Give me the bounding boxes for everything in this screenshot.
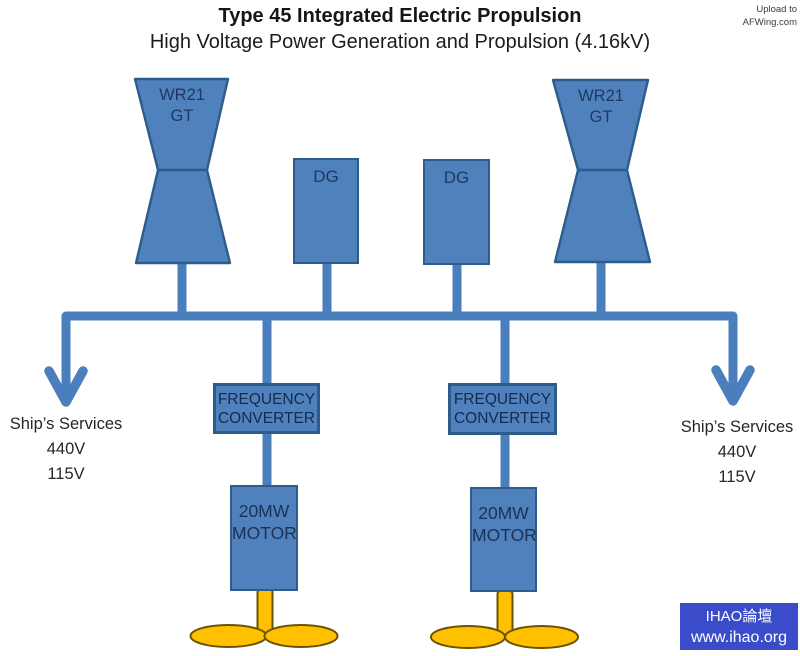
motor-right-box: 20MW MOTOR	[470, 487, 537, 592]
page-title: Type 45 Integrated Electric Propulsion	[218, 5, 582, 27]
propeller-right	[430, 590, 579, 649]
fc-left-label: FREQUENCY CONVERTER	[217, 390, 316, 427]
page-header: Type 45 Integrated Electric Propulsion H…	[0, 4, 800, 55]
dg-left-label: DG	[313, 167, 339, 186]
watermark-site-url: www.ihao.org	[690, 628, 788, 646]
watermark-badge: IHAO論壇 www.ihao.org	[680, 603, 798, 650]
gt-right-label: WR21 GT	[578, 87, 624, 126]
propeller-right-blade-a	[430, 625, 506, 649]
gt-left-shape	[133, 77, 232, 265]
upload-credit: Upload to AFWing.com	[742, 4, 797, 28]
main-bus	[61, 311, 738, 392]
page-subtitle: High Voltage Power Generation and Propul…	[149, 31, 651, 53]
fc-right-label: FREQUENCY CONVERTER	[453, 391, 552, 427]
gt-right-lower	[553, 168, 652, 264]
gt-left-label: WR21 GT	[159, 86, 205, 125]
watermark-site-name: IHAO論壇	[705, 607, 773, 625]
dg-right-label: DG	[443, 168, 470, 187]
motor-right-label: 20MW MOTOR	[472, 503, 537, 545]
services-left-label: Ship’s Services 440V 115V	[9, 415, 123, 483]
fc-right-box: FREQUENCY CONVERTER	[448, 383, 557, 435]
propeller-left-shaft	[256, 588, 274, 636]
propeller-left	[189, 588, 339, 648]
arrow-left-head	[44, 366, 88, 407]
propeller-right-shaft	[496, 590, 514, 636]
dg-right-box: DG	[423, 159, 490, 265]
propeller-right-blade-b	[504, 625, 579, 649]
motor-left-box: 20MW MOTOR	[230, 485, 298, 591]
dg-left-box: DG	[293, 158, 359, 264]
arrow-right-head	[711, 365, 755, 406]
propeller-left-blade-b	[263, 624, 339, 648]
fc-left-box: FREQUENCY CONVERTER	[213, 383, 320, 434]
services-right-label: Ship’s Services 440V 115V	[680, 418, 794, 486]
gt-left-lower	[134, 168, 232, 265]
gt-right-shape	[551, 78, 652, 264]
propeller-left-blade-a	[189, 624, 268, 648]
motor-left-label: 20MW MOTOR	[232, 501, 297, 543]
